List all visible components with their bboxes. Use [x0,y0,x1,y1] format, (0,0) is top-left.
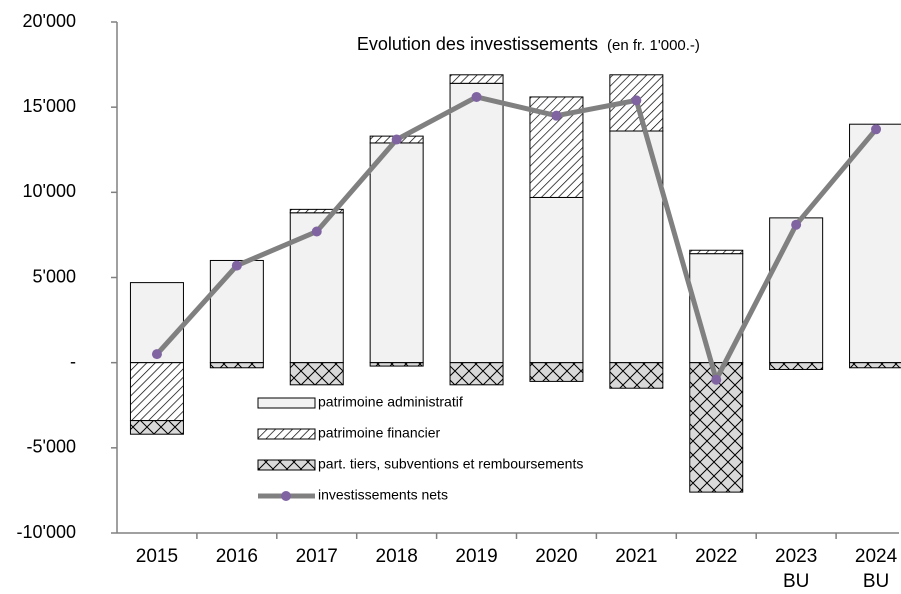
bar-segment [129,420,184,435]
bar-segment [209,362,264,369]
net-marker [871,124,882,135]
x-tick-label: 2022 [695,546,737,567]
net-marker [791,219,802,230]
net-marker [711,374,722,385]
chart-title: Evolution des investissements [357,34,598,54]
bar-segment [609,362,664,389]
net-marker [151,349,162,360]
legend-marker [281,491,291,501]
bar-segment [849,362,901,369]
bar-segment [369,362,424,367]
x-tick-label: 2016 [216,546,258,567]
y-tick-label: 5'000 [33,266,76,286]
x-tick-label: 2021 [615,546,657,567]
bar-segment [209,259,264,364]
bar-segment [449,82,504,364]
legend-swatch [257,397,316,409]
legend-swatch [257,459,316,471]
bar-segment [529,196,584,364]
y-tick-label: - [70,351,76,371]
bar-segment [289,208,344,214]
bar-segment [769,217,824,364]
x-tick-label: 2020 [535,546,577,567]
bar-segment [289,362,344,386]
y-tick-label: 10'000 [23,181,77,201]
legend-label: investissements nets [318,487,448,503]
bar-segment [369,142,424,364]
x-tick-label: 2019 [455,546,497,567]
net-marker [471,91,482,102]
legend-label: patrimoine administratif [318,394,463,410]
legend-label: part. tiers, subventions et remboursemen… [318,456,583,472]
net-marker [551,110,562,121]
chart-subtitle: (en fr. 1'000.-) [607,37,700,54]
y-tick-label: -5'000 [27,437,76,457]
y-tick-label: 20'000 [23,11,77,31]
x-tick-label: 2023 BU [775,546,817,592]
net-marker [311,226,322,237]
legend-swatch [257,428,316,440]
bar-segment [769,362,824,370]
net-marker [391,134,402,145]
bar-segment [449,362,504,386]
y-tick-label: -10'000 [17,522,76,542]
bar-segment [449,74,504,84]
x-tick-label: 2017 [296,546,338,567]
x-tick-label: 2024 BU [855,546,898,592]
y-tick-label: 15'000 [23,96,77,116]
net-marker [631,95,642,106]
bar-segment [689,249,744,255]
net-line [155,94,878,383]
legend-label: patrimoine financier [318,425,441,441]
bar-segment [849,123,901,364]
x-tick-label: 2015 [136,546,178,567]
bar-segment [529,362,584,382]
net-marker [231,260,242,271]
bar-segment [129,362,184,422]
x-tick-label: 2018 [376,546,418,567]
